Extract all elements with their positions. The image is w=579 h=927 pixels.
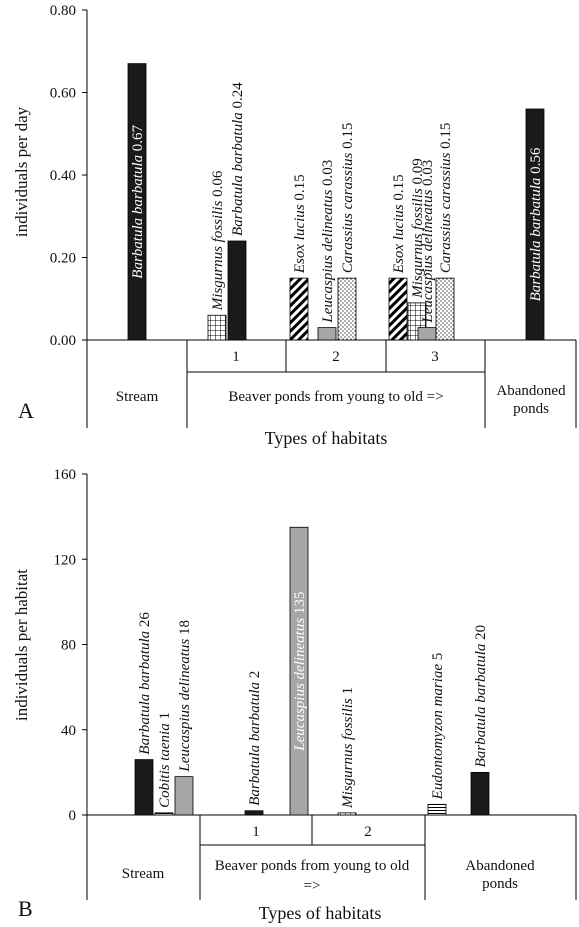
panel-b-category-table xyxy=(86,815,577,900)
panel-b: 0 40 80 120 160 individuals per habitat Barb… xyxy=(12,467,577,923)
panel-a-y-tick-label: 0.60 xyxy=(50,86,76,102)
bar-label-leucaspius-delineatus: Leucaspius delineatus 0.03 xyxy=(320,160,336,324)
panel-a-subgroup-2: 2 xyxy=(332,349,340,365)
panel-b-y-tick-label: 0 xyxy=(69,808,77,824)
bar-label-misgurnus-fossilis: Misgurnus fossilis 1 xyxy=(340,687,356,809)
panel-a-group-abandoned: Abandoned ponds xyxy=(496,383,566,417)
bar-esox-lucius xyxy=(388,277,408,341)
panel-a-y-ticks: 0.00 0.20 0.40 0.60 0.80 xyxy=(50,3,87,349)
bar-carassius-carassius xyxy=(337,277,357,341)
bar-leucaspius-delineatus xyxy=(174,776,194,816)
bar-leucaspius-delineatus xyxy=(317,327,337,341)
panel-a-bars: Barbatula barbatula 0.67 Misgurnus fossil… xyxy=(127,63,545,341)
panel-b-y-axis-label: individuals per habitat xyxy=(12,569,31,721)
bar-cobitis-taenia xyxy=(154,812,174,816)
bar-label-eudontomyzon-mariae: Eudontomyzon mariae 5 xyxy=(430,653,446,801)
bar-carassius-carassius xyxy=(435,277,455,341)
bar-label-esox-lucius: Esox lucius 0.15 xyxy=(292,174,308,274)
bar-label-barbatula-barbatula: Barbatula barbatula 0.56 xyxy=(528,147,544,301)
bar-esox-lucius xyxy=(289,277,309,341)
panel-b-label: B xyxy=(18,896,33,921)
bar-label-cobitis-taenia: Cobitis taenia 1 xyxy=(157,712,173,808)
bar-label-leucaspius-delineatus: Leucaspius delineatus 135 xyxy=(292,592,308,752)
bar-label-carassius-carassius: Carassius carassius 0.15 xyxy=(438,123,454,273)
bar-barbatula-barbatula xyxy=(244,810,264,816)
bar-eudontomyzon-mariae xyxy=(427,803,447,816)
bar-label-barbatula-barbatula: Barbatula barbatula 26 xyxy=(137,612,153,755)
bar-barbatula-barbatula xyxy=(134,759,154,816)
panel-b-subgroup-2: 2 xyxy=(364,824,372,840)
panel-a-subgroup-3: 3 xyxy=(431,349,439,365)
bar-label-barbatula-barbatula: Barbatula barbatula 0.24 xyxy=(230,82,246,236)
panel-b-y-tick-label: 120 xyxy=(54,552,77,568)
panel-a: 0.00 0.20 0.40 0.60 0.80 individuals per day… xyxy=(12,3,577,448)
panel-a-y-tick-label: 0.00 xyxy=(50,333,76,349)
panel-b-group-beaver-ponds: Beaver ponds from young to old => xyxy=(215,858,410,894)
bar-barbatula-barbatula xyxy=(470,771,490,816)
panel-a-y-tick-label: 0.40 xyxy=(50,168,76,184)
panel-a-group-beaver-ponds: Beaver ponds from young to old => xyxy=(228,389,443,405)
bar-label-leucaspius-delineatus: Leucaspius delineatus 0.03 xyxy=(420,160,436,324)
bar-misgurnus-fossilis xyxy=(337,812,357,816)
panel-b-group-stream: Stream xyxy=(122,866,165,882)
panel-a-x-axis-label: Types of habitats xyxy=(265,428,388,448)
panel-b-y-tick-label: 160 xyxy=(54,467,77,483)
bar-label-leucaspius-delineatus: Leucaspius delineatus 18 xyxy=(177,620,193,773)
bar-misgurnus-fossilis xyxy=(207,314,227,341)
panel-a-y-axis-label: individuals per day xyxy=(12,106,31,237)
panel-a-category-table xyxy=(86,340,577,428)
bar-barbatula-barbatula xyxy=(525,108,545,341)
panel-b-group-abandoned: Abandoned ponds xyxy=(465,858,535,892)
panel-a-subgroup-1: 1 xyxy=(232,349,240,365)
panel-b-y-tick-label: 40 xyxy=(61,723,76,739)
bar-label-barbatula-barbatula: Barbatula barbatula 20 xyxy=(473,625,489,768)
bar-label-misgurnus-fossilis: Misgurnus fossilis 0.06 xyxy=(210,170,226,311)
bar-label-esox-lucius: Esox lucius 0.15 xyxy=(391,174,407,274)
bar-barbatula-barbatula xyxy=(227,240,247,341)
bar-barbatula-barbatula xyxy=(127,63,147,341)
bar-label-barbatula-barbatula: Barbatula barbatula 0.67 xyxy=(130,124,146,278)
panel-b-y-tick-label: 80 xyxy=(61,638,76,654)
bar-label-barbatula-barbatula: Barbatula barbatula 2 xyxy=(247,671,263,806)
bar-label-misgurnus-fossilis: Misgurnus fossilis 0.09 xyxy=(410,158,426,299)
bar-leucaspius-delineatus xyxy=(417,327,437,341)
bar-leucaspius-delineatus xyxy=(289,526,309,816)
panel-b-subgroup-1: 1 xyxy=(252,824,260,840)
panel-a-group-stream: Stream xyxy=(116,389,159,405)
panel-a-label: A xyxy=(18,398,34,423)
panel-a-y-tick-label: 0.20 xyxy=(50,251,76,267)
panel-a-y-tick-label: 0.80 xyxy=(50,3,76,19)
panel-b-x-axis-label: Types of habitats xyxy=(259,903,382,923)
bar-label-carassius-carassius: Carassius carassius 0.15 xyxy=(340,123,356,273)
panel-b-y-ticks: 0 40 80 120 160 xyxy=(54,467,87,824)
